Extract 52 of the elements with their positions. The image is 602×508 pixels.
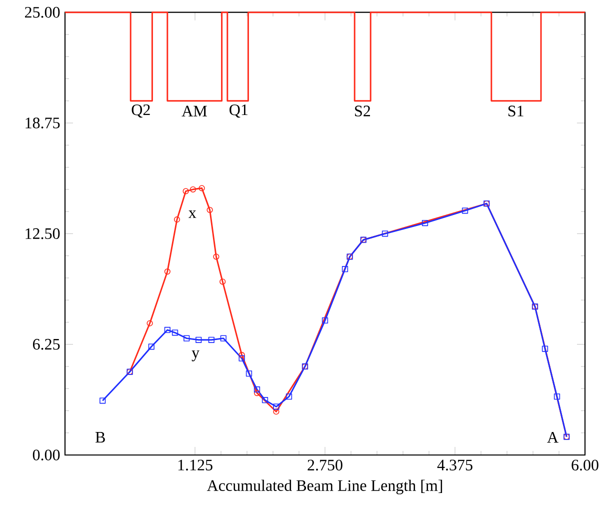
y-tick-label: 6.25 — [32, 338, 60, 350]
point — [164, 268, 170, 275]
x-tick-label: 2.750 — [308, 460, 342, 471]
y-tick-label: 12.50 — [26, 228, 60, 240]
point — [246, 370, 252, 377]
y-tick-label: 18.75 — [26, 118, 60, 128]
point — [184, 335, 190, 342]
point — [273, 408, 280, 415]
point — [148, 344, 154, 350]
x-tick-label: 4.375 — [437, 460, 472, 471]
point — [462, 208, 468, 214]
annotation: A — [547, 432, 558, 443]
annotation: S2 — [355, 106, 370, 116]
point — [196, 336, 202, 343]
point — [238, 352, 245, 358]
point — [554, 394, 560, 400]
point — [262, 397, 268, 404]
annotation: AM — [182, 106, 207, 116]
point — [100, 398, 106, 404]
point — [220, 335, 226, 342]
annotation: y — [192, 350, 200, 362]
point — [198, 185, 205, 192]
x-tick-label: 1.125 — [178, 460, 212, 471]
point — [174, 216, 180, 223]
point — [208, 336, 214, 343]
point — [286, 394, 292, 400]
point — [146, 320, 153, 326]
point — [342, 266, 348, 272]
point — [382, 230, 388, 237]
annotation: B — [95, 432, 105, 443]
annotation: Q1 — [230, 104, 248, 118]
annotation: Q2 — [132, 104, 150, 118]
point — [164, 326, 170, 334]
point — [238, 355, 245, 362]
y-tick-label: 25.00 — [25, 6, 60, 18]
y-tick-label: 0.00 — [32, 450, 60, 460]
point — [213, 254, 220, 260]
x-axis-title: Accumulated Beam Line Length [m] — [206, 480, 442, 494]
annotation: x — [188, 210, 196, 218]
point — [542, 346, 548, 352]
point — [254, 390, 260, 396]
point — [422, 220, 428, 226]
point — [190, 186, 196, 192]
x-tick-label: 6.00 — [572, 460, 598, 471]
point — [182, 188, 189, 194]
point — [172, 330, 178, 336]
point — [322, 317, 328, 324]
point — [273, 404, 280, 410]
point — [206, 206, 213, 214]
point — [254, 386, 260, 393]
annotation: S1 — [508, 106, 524, 116]
point — [220, 278, 226, 285]
